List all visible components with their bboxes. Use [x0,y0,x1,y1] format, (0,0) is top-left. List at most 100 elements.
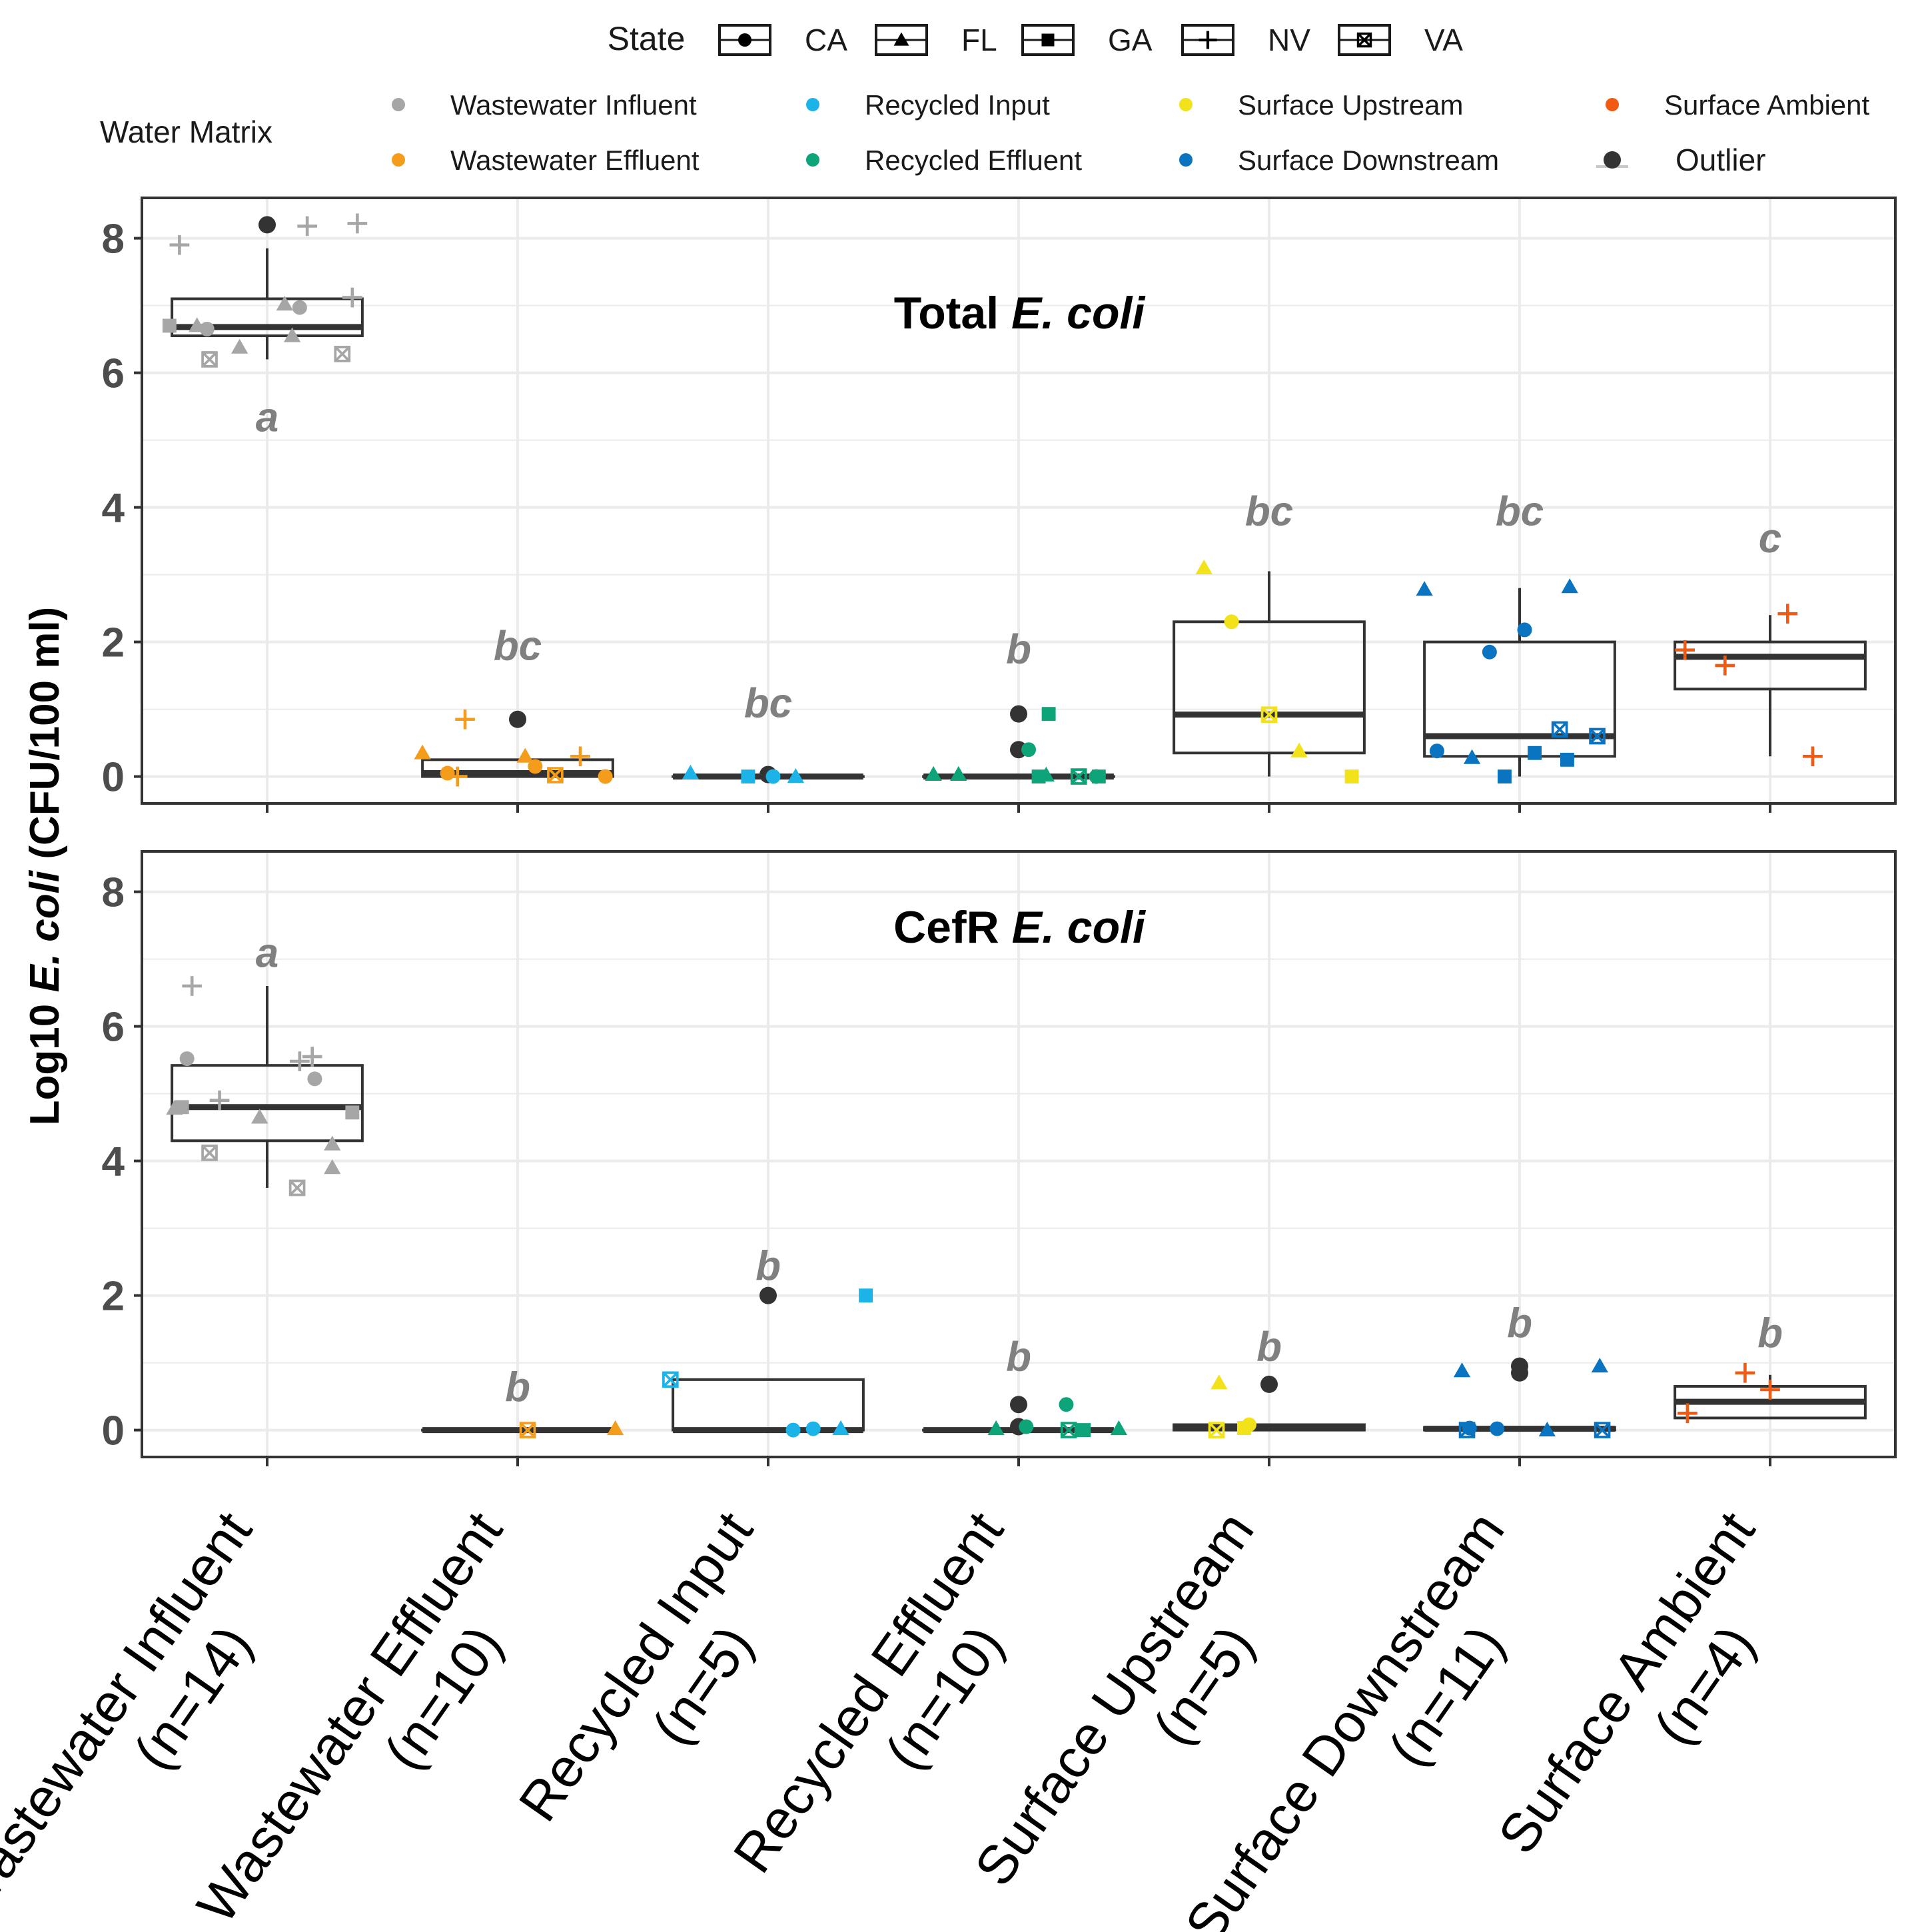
panel-title-text: Total [894,288,1011,338]
legend: State CA FL GA NV VA Water Matrix Wastewater… [100,20,1870,177]
data-point [1591,1358,1608,1373]
legend-state-ga-icon [1041,33,1055,47]
significance-letter: bc [744,681,792,727]
y-tick-label: 4 [102,1139,125,1185]
data-point [1208,1422,1225,1438]
data-point [1538,1421,1556,1437]
data-point [1560,752,1574,767]
legend-recycled-effluent-icon [806,153,819,167]
panel-cefr-ecoli: 0 2 4 6 8 CefR E. coli a b b b b b b [102,850,1897,1466]
significance-letter: b [1256,1324,1282,1370]
data-point [455,709,475,729]
data-point [307,1071,322,1087]
data-point [166,1100,183,1115]
data-point [528,759,543,774]
significance-letter: b [505,1364,530,1410]
data-point [1110,1420,1128,1436]
data-point [1060,1422,1077,1438]
outlier-point [509,710,526,728]
y-tick-label: 8 [102,217,125,262]
legend-matrix-keys: Wastewater Influent Wastewater Effluent Re… [392,89,1870,177]
data-point [347,213,368,234]
data-point [324,1135,341,1151]
significance-letter: b [755,1243,781,1289]
data-point [1091,769,1106,784]
data-point [1195,559,1212,574]
y-tick-label: 8 [102,870,125,916]
data-point [169,235,190,255]
significance-letter: a [256,394,278,440]
data-point [414,744,431,759]
data-point [201,1145,218,1161]
significance-letter: b [1006,627,1031,673]
outlier-point [1260,1375,1278,1393]
legend-wastewater-influent-icon [392,98,405,111]
box-iqr [171,297,364,338]
outlier-point [759,1286,777,1304]
data-point [859,1288,873,1303]
data-point [1019,1419,1034,1434]
panel-total-ecoli: 0 2 4 6 8 Total E. coli a bc bc b bc bc c [102,197,1897,813]
data-point [1803,746,1823,767]
legend-state-ca-label: CA [805,23,847,57]
box-iqr [1423,640,1616,758]
data-point [547,767,564,783]
data-point [1482,644,1497,660]
data-point [1290,742,1308,757]
data-point [519,1422,536,1438]
data-point [606,1420,624,1436]
outlier-point [1010,705,1027,723]
data-point [182,976,203,996]
significance-letter: b [1006,1334,1031,1380]
data-point [290,1051,310,1071]
data-point [1715,656,1735,676]
data-point [1224,614,1239,630]
data-point [741,769,755,784]
legend-surface-upstream-label: Surface Upstream [1238,89,1463,121]
legend-state-nv-icon [1199,31,1217,49]
significance-letter: b [1507,1300,1532,1346]
data-point [1735,1362,1755,1383]
data-point [1675,640,1695,660]
legend-outlier-icon [1604,151,1621,169]
data-point [231,338,248,354]
panel-border [141,197,1897,805]
panel-border [141,850,1897,1458]
y-tick-label: 2 [102,1274,125,1320]
legend-state-nv-label: NV [1268,23,1310,57]
legend-state-title: State [608,20,686,57]
data-point [201,351,218,368]
y-tick-label: 0 [102,1408,125,1454]
legend-matrix-title: Water Matrix [100,115,272,149]
panel-title: Total E. coli [894,288,1147,338]
y-tick-label: 4 [102,486,125,532]
data-point [1517,622,1532,638]
legend-surface-downstream-label: Surface Downstream [1238,145,1499,176]
data-point [1416,581,1433,596]
data-point [1059,1397,1074,1412]
data-point [1429,743,1444,759]
data-point [276,295,293,311]
legend-surface-ambient-icon [1606,98,1619,111]
data-point [787,767,805,783]
significance-letter: a [256,931,278,977]
data-point [283,327,301,342]
legend-wastewater-effluent-icon [392,153,405,167]
data-point [1260,706,1278,723]
data-point [765,769,781,784]
data-point [950,765,967,781]
legend-state-fl-icon [893,32,909,46]
y-tick-label: 6 [102,1005,125,1051]
data-point [199,321,215,336]
data-point [1070,768,1087,785]
y-axis-label-unit: (CFU/100 ml) [22,607,68,871]
data-point [324,1159,341,1175]
significance-letter: bc [494,624,542,670]
y-axis-label: Log10 E. coli (CFU/100 ml) [22,607,68,1126]
panel-title-italic: E. coli [1011,288,1146,338]
outlier-point [1010,1396,1027,1414]
data-point [785,1422,801,1438]
data-point [440,765,455,781]
legend-state-ca-icon [738,33,751,47]
legend-state-ga-label: GA [1108,23,1153,57]
